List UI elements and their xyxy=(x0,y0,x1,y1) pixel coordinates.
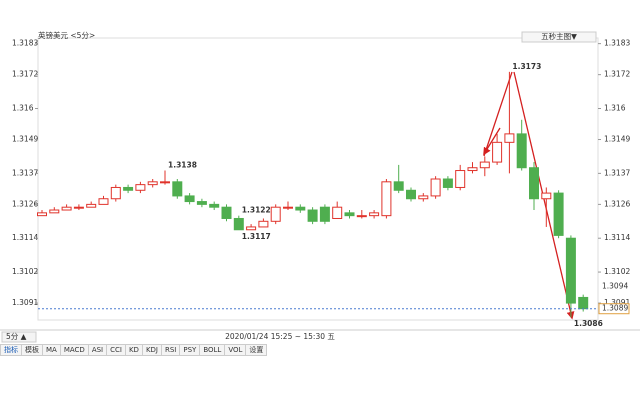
y-tick-label: 1.3149 xyxy=(12,135,38,144)
candle-body xyxy=(406,189,416,200)
y-tick-label-right: 1.3172 xyxy=(604,70,630,79)
candle-body xyxy=(381,181,392,217)
y-tick-label: 1.3137 xyxy=(12,168,38,177)
candle-body xyxy=(37,212,47,217)
y-tick-label: 1.3172 xyxy=(12,70,38,79)
extreme-label: 1.3173 xyxy=(512,62,541,71)
toolbar-tab[interactable]: 模板 xyxy=(22,344,43,356)
candle-body xyxy=(344,212,355,217)
y-tick-label-right: 1.3149 xyxy=(604,135,630,144)
candle-body xyxy=(172,181,183,197)
candle-body xyxy=(160,181,170,184)
y-tick-label-right: 1.3126 xyxy=(604,199,630,208)
toolbar-tab[interactable]: PSY xyxy=(180,344,201,356)
candle-body xyxy=(246,226,257,231)
candle-body xyxy=(209,203,220,208)
candle-body xyxy=(184,195,195,203)
toolbar-tab[interactable]: 指标 xyxy=(0,344,22,356)
y-tick-label: 1.3102 xyxy=(12,267,38,276)
y-tick-label: 1.3114 xyxy=(12,233,38,242)
candle-body xyxy=(442,178,453,188)
candle-body xyxy=(492,141,503,163)
candle-body xyxy=(418,195,429,200)
candle-body xyxy=(61,206,72,211)
candle-body xyxy=(307,209,318,222)
candle-body xyxy=(196,201,207,205)
toolbar-tab[interactable]: ASI xyxy=(88,344,108,356)
candle-body xyxy=(86,203,97,208)
price-tag-box xyxy=(598,303,630,315)
extreme-label: 1.3122 xyxy=(242,206,271,215)
y-tick-label-right: 1.3183 xyxy=(604,39,630,48)
time-range: 2020/01/24 15:25 ~ 15:30 五 xyxy=(225,332,335,341)
y-tick-label-right: 1.3137 xyxy=(604,168,630,177)
candle-body xyxy=(565,237,576,304)
candle-body xyxy=(233,217,244,231)
extreme-label: 1.3086 xyxy=(574,319,603,328)
main-menu[interactable]: 五秒主图▼ xyxy=(541,31,577,41)
price-tag: 1.3094 xyxy=(602,282,628,291)
candle-body xyxy=(467,167,478,172)
candle-body xyxy=(221,206,232,219)
toolbar-tab[interactable]: MACD xyxy=(60,344,89,356)
candle-body xyxy=(319,206,330,222)
candle-body xyxy=(369,212,380,217)
y-tick-label: 1.316 xyxy=(12,104,34,113)
candle-body xyxy=(258,220,269,228)
toolbar-tab[interactable]: RSI xyxy=(161,344,181,356)
toolbar-tab[interactable]: KD xyxy=(125,344,143,356)
candle-body xyxy=(98,198,109,205)
candle-body xyxy=(283,206,293,209)
candle-body xyxy=(479,161,490,169)
candle-body xyxy=(73,206,84,209)
candle-body xyxy=(135,184,146,191)
candle-body xyxy=(504,133,515,143)
y-tick-label-right: 1.316 xyxy=(604,104,626,113)
y-tick-label-right: 1.3114 xyxy=(604,233,630,242)
toolbar-tab[interactable]: BOLL xyxy=(200,344,226,356)
candle-body xyxy=(356,215,367,218)
y-tick-label: 1.3126 xyxy=(12,199,38,208)
toolbar-tab[interactable]: MA xyxy=(43,344,61,356)
period-box[interactable] xyxy=(1,331,37,343)
chart-title: 英镑美元 <5分> xyxy=(38,30,95,40)
candle-body xyxy=(578,296,589,310)
y-tick-label-right: 1.3091 xyxy=(604,298,630,307)
candle-body xyxy=(295,206,306,211)
candle-body xyxy=(123,186,134,191)
candle-body xyxy=(529,167,539,200)
candle-body xyxy=(270,206,281,222)
toolbar-tab[interactable]: KDJ xyxy=(142,344,162,356)
toolbar-tab[interactable]: 设置 xyxy=(246,344,268,356)
candle-body xyxy=(455,170,466,188)
candle-body xyxy=(553,192,564,236)
candle-body xyxy=(516,133,527,169)
plot-frame xyxy=(37,37,599,321)
y-tick-label: 1.3183 xyxy=(12,39,38,48)
price-tag: 1.3089 xyxy=(602,304,628,313)
candle-body xyxy=(147,181,158,186)
toolbar-tab[interactable]: CCI xyxy=(107,344,126,356)
chart: 英镑美元 <5分> 五秒主图▼ 5分 ▲ 2020/01/24 15:25 ~ … xyxy=(0,30,640,343)
candle-body xyxy=(541,192,552,200)
candle-body xyxy=(393,181,404,191)
y-tick-label-right: 1.3102 xyxy=(604,267,630,276)
toolbar: 指标 模板 MA MACD ASI CCI KD KDJ RSI PSY BOLL VOL 设置 xyxy=(0,344,420,356)
extreme-label: 1.3138 xyxy=(168,161,197,170)
candle-body xyxy=(430,178,441,197)
candle-body xyxy=(110,186,121,200)
extreme-label: 1.3117 xyxy=(242,232,271,241)
trend-arrow xyxy=(483,127,501,156)
menu-box[interactable] xyxy=(521,31,597,43)
period[interactable]: 5分 ▲ xyxy=(6,332,27,341)
candle-body xyxy=(332,206,343,219)
y-tick-label: 1.3091 xyxy=(12,298,38,307)
toolbar-tab[interactable]: VOL xyxy=(225,344,247,356)
candle-body xyxy=(49,209,60,214)
